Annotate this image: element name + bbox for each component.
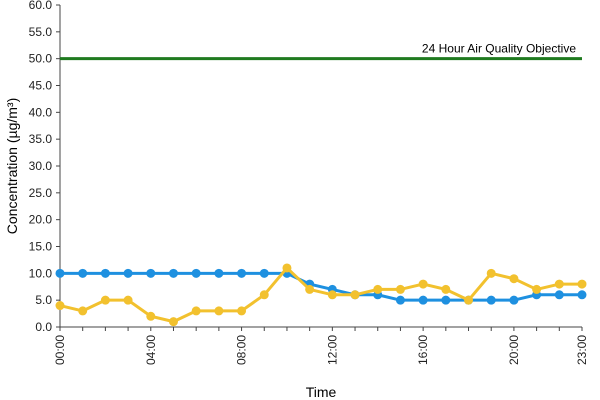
y-tick-label: 5.0 (35, 293, 52, 307)
data-point (168, 317, 178, 327)
y-tick-label: 55.0 (29, 25, 53, 39)
x-tick-label: 20:00 (507, 335, 521, 365)
x-axis-title: Time (306, 384, 337, 400)
data-point (532, 284, 542, 294)
data-point (78, 306, 88, 316)
data-point (441, 295, 451, 305)
y-tick-label: 0.0 (35, 320, 52, 334)
data-point (191, 306, 201, 316)
y-tick-label: 40.0 (29, 105, 53, 119)
data-point (486, 295, 496, 305)
x-tick-label: 12:00 (325, 335, 339, 365)
data-point (464, 295, 474, 305)
data-point (100, 295, 110, 305)
data-point (305, 284, 315, 294)
y-tick-label: 10.0 (29, 266, 53, 280)
data-point (395, 295, 405, 305)
data-point (554, 290, 564, 300)
x-tick-label: 00:00 (53, 335, 67, 365)
data-point (418, 279, 428, 289)
x-tick-label: 16:00 (416, 335, 430, 365)
data-point (577, 290, 587, 300)
data-point (146, 268, 156, 278)
data-point (214, 268, 224, 278)
x-tick-label: 08:00 (235, 335, 249, 365)
data-point (168, 268, 178, 278)
y-tick-label: 35.0 (29, 132, 53, 146)
data-point (441, 284, 451, 294)
x-tick-labels: 00:00 04:00 08:00 12:00 16:00 20:00 23:00 (53, 327, 589, 365)
y-tick-label: 30.0 (29, 159, 53, 173)
data-point (418, 295, 428, 305)
series-line (59, 265, 582, 324)
data-point (350, 290, 360, 300)
y-tick-label: 25.0 (29, 186, 53, 200)
data-point (259, 268, 269, 278)
x-tick-label: 23:00 (575, 335, 589, 365)
data-point (237, 268, 247, 278)
y-tick-label: 60.0 (29, 0, 53, 12)
data-point (554, 279, 564, 289)
data-point (55, 268, 65, 278)
series-2 (55, 263, 587, 327)
objective-label: 24 Hour Air Quality Objective (422, 42, 576, 56)
data-point (259, 290, 269, 300)
data-point (100, 268, 110, 278)
y-tick-labels: 0.0 5.0 10.0 15.0 20.0 25.0 30.0 35.0 40.0 45.0 50… (29, 0, 60, 334)
data-point (282, 263, 292, 273)
data-point (191, 268, 201, 278)
data-point (237, 306, 247, 316)
data-point (509, 274, 519, 284)
data-point (327, 290, 337, 300)
y-tick-label: 15.0 (29, 240, 53, 254)
objective-line-group: 24 Hour Air Quality Objective (60, 42, 582, 61)
data-point (214, 306, 224, 316)
y-tick-label: 50.0 (29, 52, 53, 66)
data-point (395, 284, 405, 294)
data-point (123, 295, 133, 305)
data-point (78, 268, 88, 278)
y-tick-label: 45.0 (29, 79, 53, 93)
data-point (509, 295, 519, 305)
series-layer (55, 263, 587, 327)
y-axis-title: Concentration (µg/m³) (4, 98, 20, 234)
data-point (577, 279, 587, 289)
data-point (486, 268, 496, 278)
data-point (373, 284, 383, 294)
data-point (123, 268, 133, 278)
series-1 (55, 268, 587, 305)
data-point (55, 301, 65, 311)
y-tick-label: 20.0 (29, 213, 53, 227)
data-point (146, 311, 156, 321)
x-tick-label: 04:00 (144, 335, 158, 365)
